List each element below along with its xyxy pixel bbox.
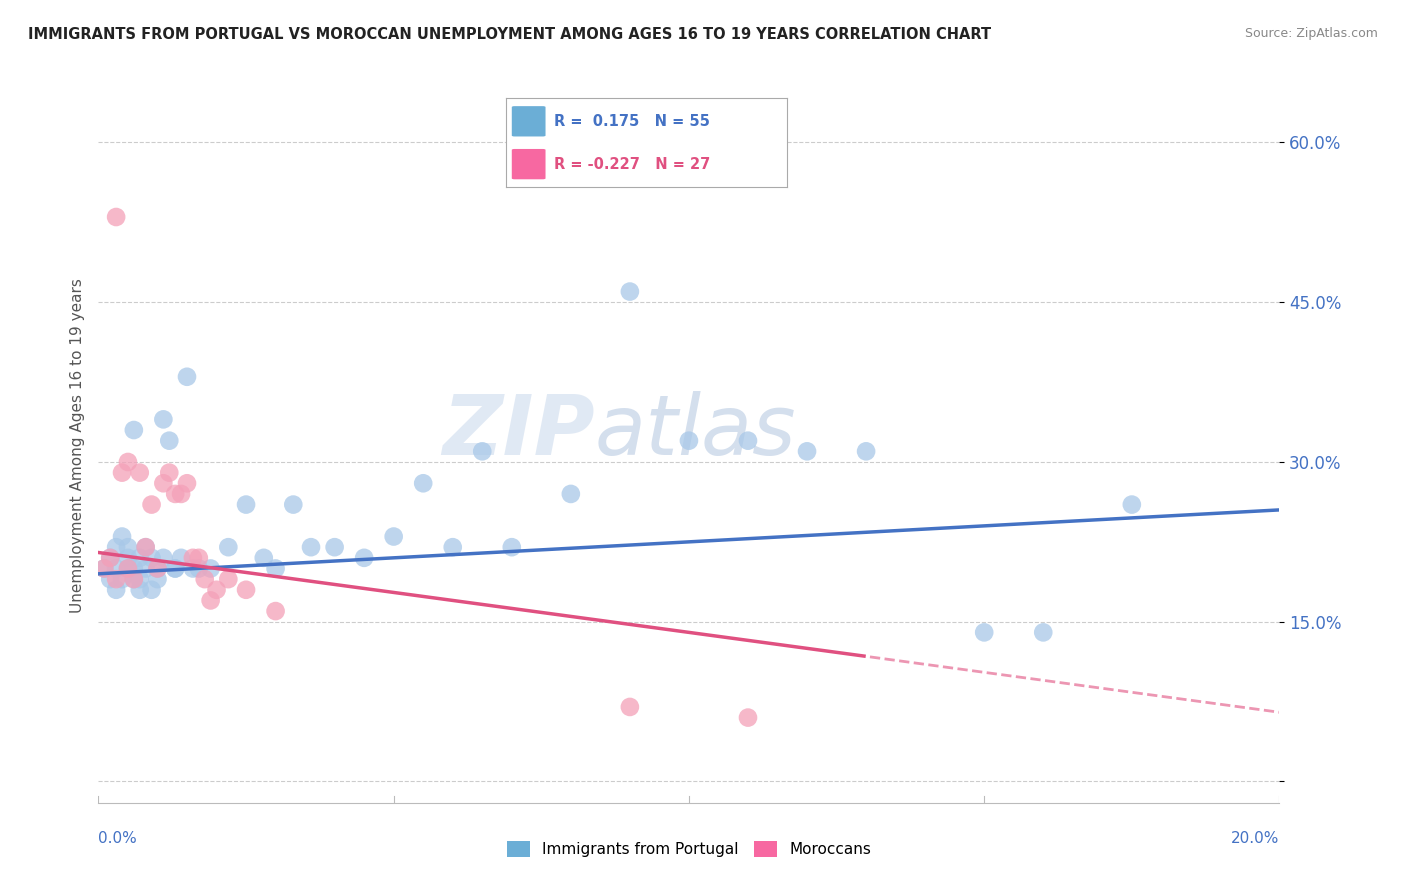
Point: [105, 561, 128, 575]
Point: [117, 561, 139, 575]
Point: [98, 550, 121, 565]
Point: [299, 540, 322, 554]
Point: [157, 434, 180, 448]
Point: [128, 466, 150, 480]
Point: [264, 561, 287, 575]
Point: [152, 412, 174, 426]
Point: [283, 498, 305, 512]
Point: [441, 540, 464, 554]
Point: [1032, 625, 1054, 640]
Point: [105, 210, 128, 224]
Point: [105, 540, 128, 554]
Text: 0.0%: 0.0%: [98, 831, 138, 846]
Point: [141, 582, 163, 597]
Point: [146, 572, 169, 586]
Point: [128, 572, 150, 586]
Point: [217, 540, 239, 554]
Point: [973, 625, 995, 640]
Point: [117, 561, 139, 575]
Point: [135, 561, 157, 575]
Point: [157, 466, 180, 480]
Point: [122, 572, 145, 586]
Point: [501, 540, 523, 554]
Text: R =  0.175   N = 55: R = 0.175 N = 55: [554, 114, 710, 128]
Point: [200, 561, 222, 575]
Text: R = -0.227   N = 27: R = -0.227 N = 27: [554, 157, 710, 171]
Point: [146, 561, 169, 575]
Point: [170, 487, 193, 501]
Point: [382, 529, 405, 543]
Point: [111, 466, 134, 480]
Point: [128, 582, 150, 597]
Point: [737, 710, 759, 724]
Point: [117, 540, 139, 554]
Point: [111, 572, 134, 586]
Text: 20.0%: 20.0%: [1232, 831, 1279, 846]
Point: [135, 540, 157, 554]
Point: [187, 550, 209, 565]
Point: [122, 561, 145, 575]
Point: [205, 582, 228, 597]
Point: [152, 550, 174, 565]
Point: [176, 476, 198, 491]
Point: [619, 700, 641, 714]
Point: [194, 572, 217, 586]
Point: [165, 561, 187, 575]
Point: [181, 550, 204, 565]
Point: [323, 540, 346, 554]
Point: [135, 540, 157, 554]
Point: [412, 476, 434, 491]
Point: [117, 550, 139, 565]
Point: [165, 487, 187, 501]
Point: [560, 487, 582, 501]
Text: Source: ZipAtlas.com: Source: ZipAtlas.com: [1244, 27, 1378, 40]
Point: [105, 582, 128, 597]
Point: [141, 498, 163, 512]
Point: [98, 572, 121, 586]
Point: [93, 561, 115, 575]
Point: [98, 550, 121, 565]
Point: [176, 369, 198, 384]
Point: [619, 285, 641, 299]
Point: [1121, 498, 1143, 512]
Point: [264, 604, 287, 618]
Legend: Immigrants from Portugal, Moroccans: Immigrants from Portugal, Moroccans: [501, 835, 877, 863]
Point: [253, 550, 276, 565]
Point: [93, 561, 115, 575]
Point: [217, 572, 239, 586]
Point: [200, 593, 222, 607]
Point: [111, 529, 134, 543]
Point: [141, 550, 163, 565]
Point: [122, 423, 145, 437]
FancyBboxPatch shape: [512, 149, 546, 179]
Point: [855, 444, 877, 458]
Text: ZIP: ZIP: [441, 392, 595, 472]
Point: [152, 476, 174, 491]
Point: [165, 561, 187, 575]
Point: [796, 444, 818, 458]
Point: [122, 572, 145, 586]
Point: [181, 561, 204, 575]
Point: [146, 561, 169, 575]
Point: [235, 582, 257, 597]
Point: [170, 550, 193, 565]
Point: [117, 455, 139, 469]
Y-axis label: Unemployment Among Ages 16 to 19 years: Unemployment Among Ages 16 to 19 years: [69, 278, 84, 614]
Point: [678, 434, 700, 448]
Text: atlas: atlas: [595, 392, 796, 472]
Point: [737, 434, 759, 448]
Point: [471, 444, 494, 458]
Point: [353, 550, 375, 565]
Point: [105, 572, 128, 586]
FancyBboxPatch shape: [512, 106, 546, 136]
Text: IMMIGRANTS FROM PORTUGAL VS MOROCCAN UNEMPLOYMENT AMONG AGES 16 TO 19 YEARS CORR: IMMIGRANTS FROM PORTUGAL VS MOROCCAN UNE…: [28, 27, 991, 42]
Point: [235, 498, 257, 512]
Point: [187, 561, 209, 575]
Point: [128, 550, 150, 565]
